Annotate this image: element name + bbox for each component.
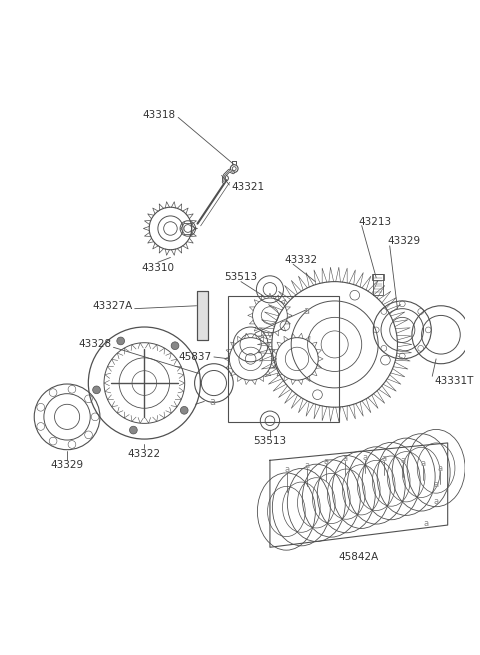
Text: a: a bbox=[304, 306, 310, 316]
Text: 43327A: 43327A bbox=[93, 301, 133, 310]
Text: a: a bbox=[401, 456, 406, 465]
Text: 43328: 43328 bbox=[78, 339, 111, 349]
Circle shape bbox=[117, 337, 124, 345]
Text: a: a bbox=[343, 454, 348, 463]
Text: 43331T: 43331T bbox=[434, 376, 474, 386]
Text: a: a bbox=[304, 460, 309, 470]
Text: 43329: 43329 bbox=[50, 460, 84, 470]
Text: a: a bbox=[324, 457, 328, 466]
Text: 43322: 43322 bbox=[128, 449, 161, 458]
Text: 45837: 45837 bbox=[179, 352, 212, 362]
Text: 43310: 43310 bbox=[142, 263, 174, 273]
Text: 45842A: 45842A bbox=[339, 552, 379, 562]
Text: a: a bbox=[420, 458, 425, 468]
Bar bbox=[196, 291, 208, 339]
Bar bbox=[372, 274, 384, 280]
Text: 53513: 53513 bbox=[253, 436, 287, 446]
Circle shape bbox=[180, 407, 188, 414]
Text: a: a bbox=[285, 466, 290, 474]
Text: a: a bbox=[424, 519, 429, 528]
Text: 53513: 53513 bbox=[224, 272, 258, 282]
Text: a: a bbox=[209, 398, 215, 407]
Circle shape bbox=[171, 342, 179, 350]
Text: 43329: 43329 bbox=[388, 236, 421, 246]
Text: a: a bbox=[433, 497, 439, 506]
Text: a: a bbox=[382, 454, 386, 463]
Circle shape bbox=[130, 426, 137, 434]
Text: a: a bbox=[433, 480, 439, 489]
Text: 43321: 43321 bbox=[231, 182, 264, 192]
Text: 43332: 43332 bbox=[285, 255, 318, 265]
Text: 43213: 43213 bbox=[359, 217, 392, 227]
Circle shape bbox=[93, 386, 100, 394]
Bar bbox=[196, 291, 208, 339]
Bar bbox=[373, 274, 383, 295]
Text: a: a bbox=[437, 464, 443, 472]
Text: 43318: 43318 bbox=[142, 111, 175, 121]
Bar bbox=[228, 296, 339, 422]
Text: a: a bbox=[362, 453, 367, 462]
